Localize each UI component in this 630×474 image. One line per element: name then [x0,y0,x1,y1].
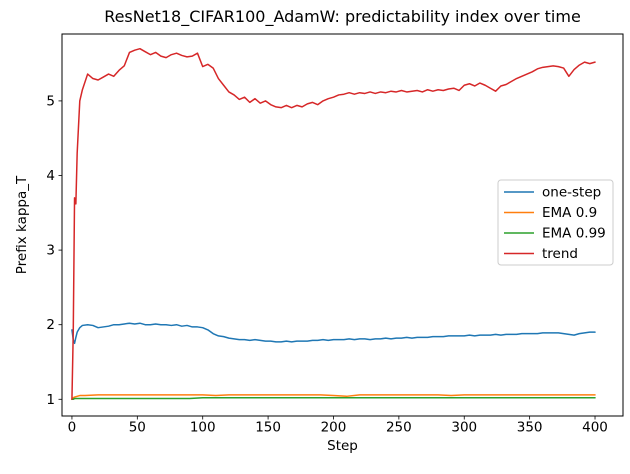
x-tick-label: 200 [321,420,347,436]
legend-label-ema-0-9: EMA 0.9 [542,205,597,221]
x-tick-label: 100 [190,420,216,436]
y-tick-label: 1 [46,392,55,408]
x-tick-label: 150 [255,420,281,436]
series-line-trend [71,47,596,401]
series-line-one-step [71,322,596,345]
legend-box [497,179,614,266]
x-tick-label: 0 [68,420,77,436]
x-axis-ticks: 0 50 100 150 200 250 300 350 400 [68,416,608,436]
x-tick-label: 350 [517,420,543,436]
y-tick-label: 3 [46,243,55,259]
legend: one-step EMA 0.9 EMA 0.99 trend [497,179,614,266]
x-tick-label: 300 [451,420,477,436]
x-tick-label: 50 [129,420,146,436]
legend-label-ema-0-99: EMA 0.99 [542,226,606,242]
y-tick-label: 2 [46,317,55,333]
y-axis-label: Prefix kappa_T [14,175,30,274]
x-tick-label: 400 [582,420,608,436]
y-tick-label: 4 [46,168,55,184]
series-line-ema-0-9 [71,394,596,401]
y-tick-label: 5 [46,93,55,109]
series-line-ema-0-99 [71,397,596,401]
legend-label-one-step: one-step [542,185,601,201]
y-axis-ticks: 1 2 3 4 5 [46,93,62,408]
series-lines [71,47,596,401]
legend-label-trend: trend [542,246,578,262]
chart-title: ResNet18_CIFAR100_AdamW: predictability … [104,7,581,27]
x-tick-label: 250 [386,420,412,436]
x-axis-label: Step [327,438,358,454]
